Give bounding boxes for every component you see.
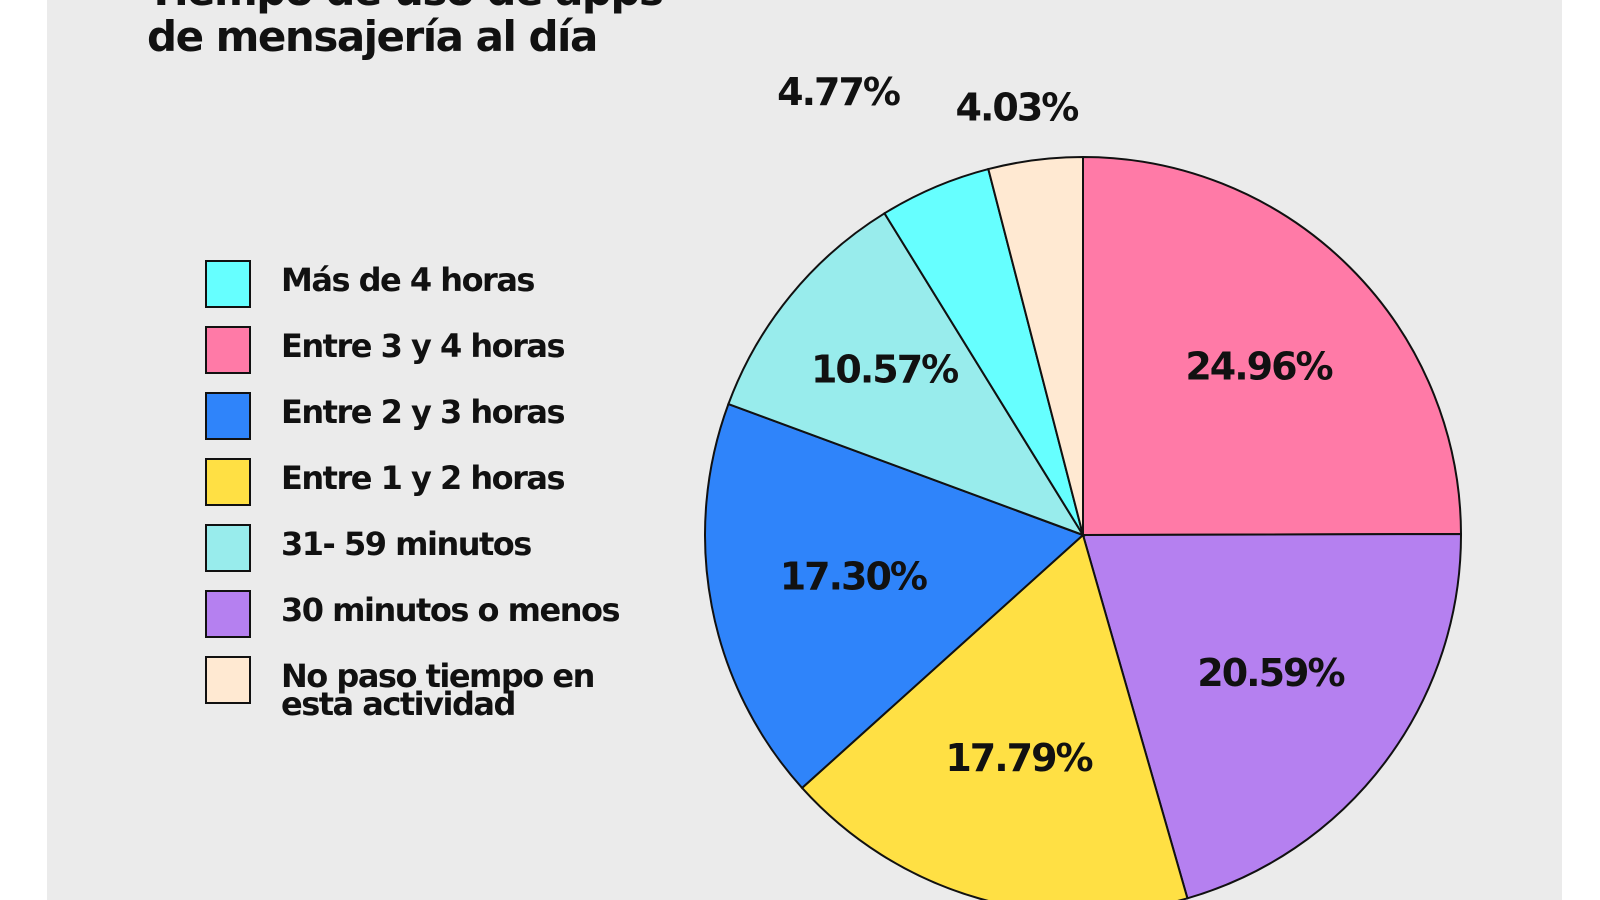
chart-title: Tiempo de uso de apps de mensajería al d…	[147, 0, 664, 61]
legend-swatch	[205, 590, 251, 638]
pie-slice	[800, 533, 1189, 900]
slice-value-label: 17.79%	[945, 736, 1092, 780]
slice-value-label: 24.96%	[1185, 345, 1332, 389]
legend-swatch	[205, 326, 251, 374]
legend-swatch	[205, 458, 251, 506]
slice-value-label: 4.03%	[956, 86, 1079, 130]
chart-title-line-2: de mensajería al día	[147, 12, 598, 61]
legend-swatch	[205, 260, 251, 308]
chart-title-line-1: Tiempo de uso de apps	[147, 0, 664, 14]
legend-label: No paso tiempo en esta actividad	[281, 657, 595, 723]
legend-label: 30 minutos o menos	[281, 591, 621, 629]
legend-swatch	[205, 392, 251, 440]
slice-value-label: 20.59%	[1197, 651, 1344, 695]
chart-panel: Tiempo de uso de apps de mensajería al d…	[47, 0, 1562, 900]
legend-label: Entre 1 y 2 horas	[281, 459, 566, 497]
legend-label: 31- 59 minutos	[281, 525, 532, 563]
pie-slice	[727, 211, 1086, 537]
pie-slice	[1082, 155, 1463, 537]
slice-value-label: 17.30%	[780, 555, 927, 599]
legend-swatch	[205, 524, 251, 572]
slice-value-label: 4.77%	[777, 70, 900, 114]
legend-label: Más de 4 horas	[281, 261, 535, 299]
legend-label: Entre 2 y 3 horas	[281, 393, 566, 431]
legend-swatch	[205, 656, 251, 704]
legend-label: Entre 3 y 4 horas	[281, 327, 566, 365]
pie-chart: 24.96% 20.59% 17.79% 17.30% 10.57% 4.77% 4.03%	[704, 70, 1463, 900]
pie-slice	[987, 155, 1084, 536]
pie-slice	[1081, 532, 1463, 900]
slice-value-label: 10.57%	[811, 348, 958, 392]
pie-slice	[704, 402, 1085, 790]
